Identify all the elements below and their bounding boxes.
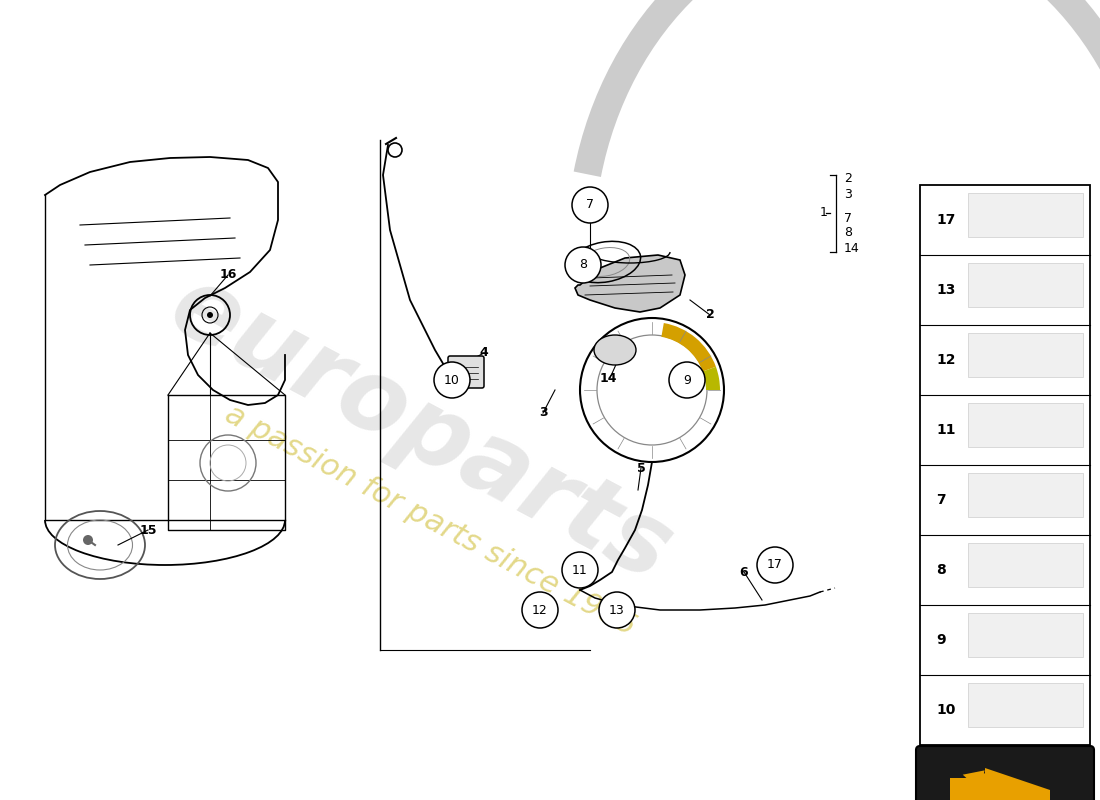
Bar — [968, 474, 1084, 517]
Circle shape — [757, 547, 793, 583]
Bar — [968, 403, 1084, 446]
Text: 8: 8 — [844, 226, 852, 239]
Bar — [920, 185, 1090, 745]
Text: 5: 5 — [637, 462, 646, 474]
Circle shape — [82, 535, 94, 545]
Text: 14: 14 — [844, 242, 860, 254]
Text: 17: 17 — [936, 213, 956, 227]
Wedge shape — [703, 366, 720, 390]
Text: europarts: europarts — [153, 258, 686, 602]
Text: 15: 15 — [140, 523, 156, 537]
FancyBboxPatch shape — [916, 746, 1094, 800]
Text: 16: 16 — [219, 269, 236, 282]
Circle shape — [565, 247, 601, 283]
Bar — [968, 194, 1084, 237]
Bar — [968, 263, 1084, 306]
Bar — [968, 683, 1084, 726]
Text: a passion for parts since 1985: a passion for parts since 1985 — [220, 399, 640, 641]
Text: 7: 7 — [586, 198, 594, 211]
Text: 13: 13 — [609, 603, 625, 617]
Bar — [968, 543, 1084, 586]
FancyArrow shape — [962, 770, 1042, 800]
FancyBboxPatch shape — [448, 356, 484, 388]
Text: 10: 10 — [936, 703, 956, 717]
Text: 11: 11 — [572, 563, 587, 577]
Circle shape — [434, 362, 470, 398]
Circle shape — [562, 552, 598, 588]
Polygon shape — [950, 768, 1050, 800]
Text: 7: 7 — [936, 493, 946, 507]
Circle shape — [669, 362, 705, 398]
Text: 1: 1 — [821, 206, 828, 219]
Ellipse shape — [594, 335, 636, 365]
Wedge shape — [661, 323, 716, 371]
Text: 2: 2 — [844, 171, 851, 185]
Text: 3: 3 — [844, 189, 851, 202]
Text: 9: 9 — [683, 374, 691, 386]
Text: 4: 4 — [480, 346, 488, 359]
Text: 6: 6 — [739, 566, 748, 578]
Text: 10: 10 — [444, 374, 460, 386]
Circle shape — [600, 592, 635, 628]
Text: 13: 13 — [936, 283, 956, 297]
Text: 12: 12 — [532, 603, 548, 617]
Text: 8: 8 — [936, 563, 946, 577]
Text: 14: 14 — [600, 371, 617, 385]
Circle shape — [572, 187, 608, 223]
Text: 8: 8 — [579, 258, 587, 271]
Bar — [968, 614, 1084, 657]
Text: 3: 3 — [539, 406, 548, 419]
Text: 11: 11 — [936, 423, 956, 437]
Text: 17: 17 — [767, 558, 783, 571]
Text: 2: 2 — [705, 309, 714, 322]
Text: 7: 7 — [844, 211, 852, 225]
Circle shape — [522, 592, 558, 628]
Polygon shape — [575, 255, 685, 312]
Bar — [968, 334, 1084, 377]
Circle shape — [207, 312, 213, 318]
Text: 12: 12 — [936, 353, 956, 367]
Text: 9: 9 — [936, 633, 946, 647]
